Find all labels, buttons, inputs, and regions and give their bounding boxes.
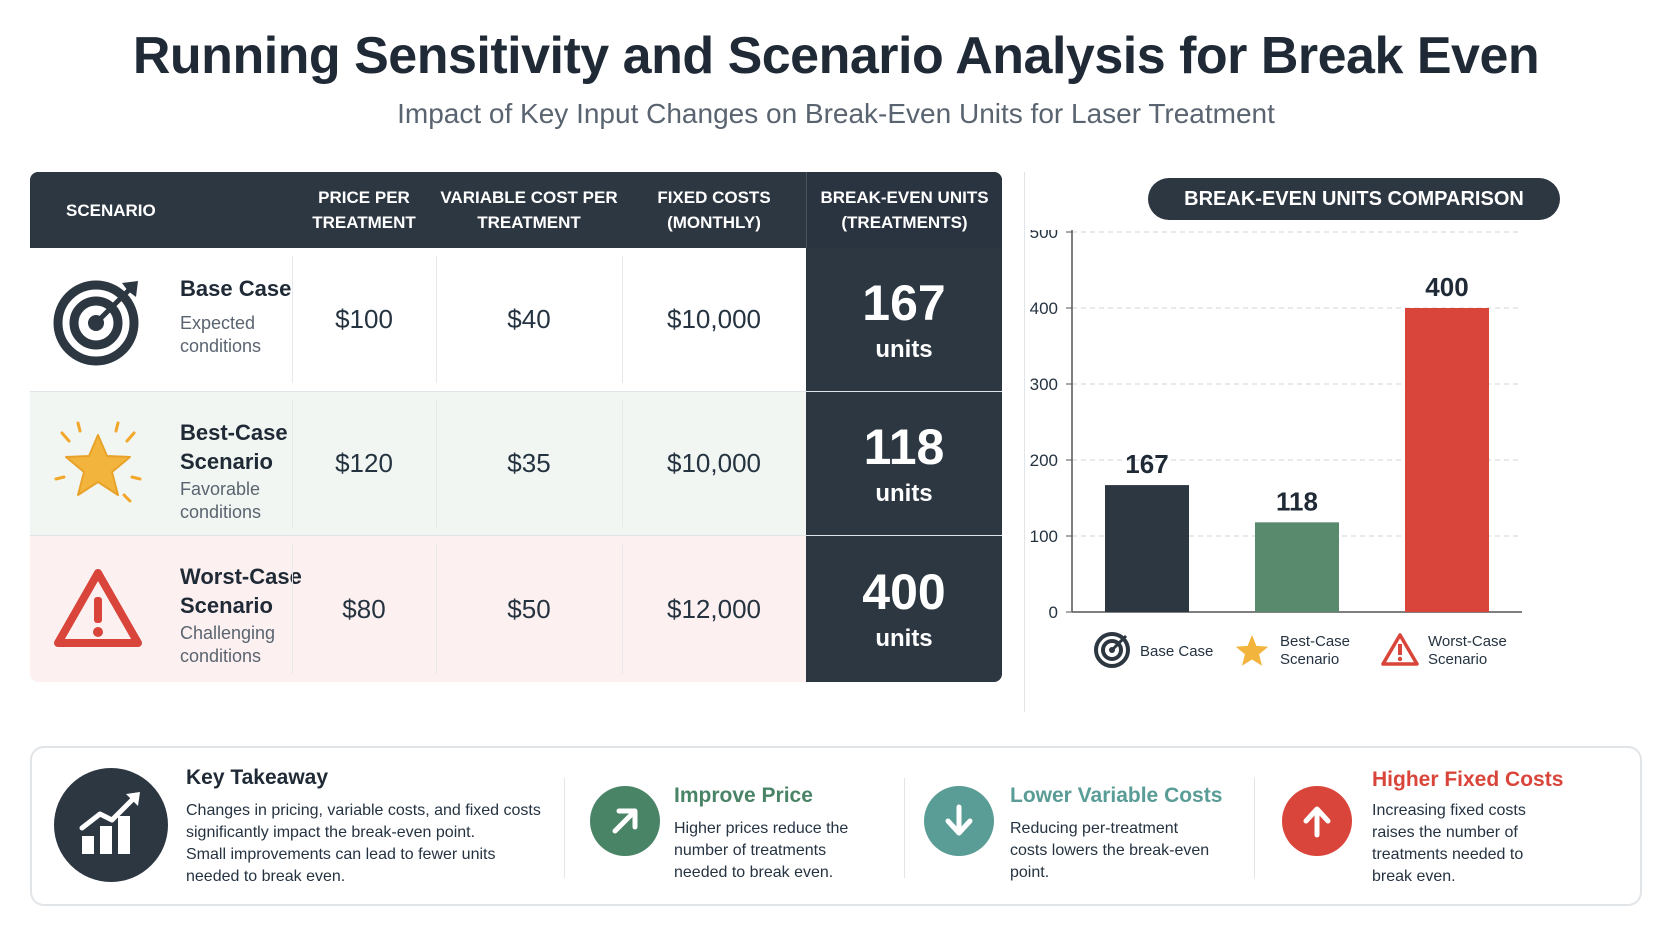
fixed-costs-cell: $10,000 — [667, 448, 761, 478]
tip-text: Increasing fixed costs raises the number… — [1372, 802, 1526, 885]
variable-cost-cell: $40 — [507, 304, 551, 334]
legend-label: Base Case — [1140, 643, 1213, 660]
table-row-best-case: Best-Case Scenario Favorable conditions … — [30, 392, 1002, 536]
key-takeaway: Key Takeaway Changes in pricing, variabl… — [32, 748, 592, 904]
break-even-value: 167 — [862, 274, 946, 331]
header-scenario: SCENARIO — [66, 200, 156, 220]
header-price: PRICE PER TREATMENT — [312, 188, 416, 232]
column-divider — [292, 400, 293, 527]
y-tick-label: 500 — [1030, 230, 1058, 242]
break-even-cell: 118 units — [806, 392, 1002, 535]
break-even-cell: 167 units — [806, 248, 1002, 391]
warning-icon — [1381, 633, 1419, 666]
legend-label: Best-Case Scenario — [1280, 633, 1350, 668]
column-divider — [292, 544, 293, 674]
break-even-unit: units — [875, 625, 933, 652]
y-tick-label: 100 — [1030, 527, 1058, 546]
bar-value-label: 118 — [1276, 486, 1318, 516]
section-divider — [1024, 172, 1025, 712]
table-row-base-case: Base Case Expected conditions $100 $40 $… — [30, 248, 1002, 392]
scenario-table: SCENARIO PRICE PER TREATMENT VARIABLE CO… — [30, 172, 1002, 682]
tip-title: Higher Fixed Costs — [1372, 768, 1564, 791]
tip-higher-fixed-costs: Higher Fixed Costs Increasing fixed cost… — [1272, 748, 1632, 904]
price-cell: $100 — [335, 304, 393, 334]
scenario-name: Worst-Case Scenario — [180, 564, 302, 618]
page-title: Running Sensitivity and Scenario Analysi… — [132, 27, 1540, 85]
variable-cost-cell: $35 — [507, 448, 551, 478]
bar-0 — [1105, 485, 1189, 612]
warning-icon — [54, 569, 142, 647]
header-break-even: BREAK-EVEN UNITS (TREATMENTS) — [806, 172, 1002, 248]
break-even-cell: 400 units — [806, 536, 1002, 682]
star-icon — [1235, 635, 1269, 666]
column-divider — [622, 400, 623, 527]
page-subtitle: Impact of Key Input Changes on Break-Eve… — [397, 98, 1275, 129]
arrow-up-right-icon — [590, 786, 660, 856]
bar-2 — [1405, 308, 1489, 612]
star-icon — [54, 421, 142, 503]
scenario-description: Favorable conditions — [180, 479, 262, 522]
takeaway-text: Changes in pricing, variable costs, and … — [186, 802, 541, 885]
takeaway-divider — [904, 778, 905, 878]
variable-cost-cell: $50 — [507, 593, 551, 624]
table-header: SCENARIO PRICE PER TREATMENT VARIABLE CO… — [30, 172, 1002, 248]
tip-title: Lower Variable Costs — [1010, 784, 1223, 807]
arrow-up-icon — [1282, 786, 1352, 856]
growth-chart-icon — [54, 768, 168, 882]
column-divider — [292, 256, 293, 383]
bar-1 — [1255, 522, 1339, 612]
legend-label: Worst-Case Scenario — [1428, 633, 1507, 668]
scenario-name: Base Case — [180, 276, 292, 301]
scenario-name: Best-Case Scenario — [180, 420, 288, 474]
y-tick-label: 200 — [1030, 451, 1058, 470]
column-divider — [622, 544, 623, 674]
fixed-costs-cell: $10,000 — [667, 304, 761, 334]
scenario-description: Challenging conditions — [180, 623, 276, 666]
y-tick-label: 300 — [1030, 375, 1058, 394]
chart-title: BREAK-EVEN UNITS COMPARISON — [1148, 178, 1560, 220]
tip-text: Reducing per-treatment costs lowers the … — [1010, 820, 1210, 881]
column-divider — [622, 256, 623, 383]
bar-value-label: 400 — [1425, 272, 1468, 302]
takeaway-title: Key Takeaway — [186, 766, 329, 789]
target-icon — [53, 280, 139, 366]
takeaway-divider — [564, 778, 565, 878]
column-divider — [436, 256, 437, 383]
table-row-worst-case: Worst-Case Scenario Challenging conditio… — [30, 536, 1002, 682]
header-fixed-costs: FIXED COSTS (MONTHLY) — [657, 188, 771, 232]
takeaway-divider — [1254, 778, 1255, 878]
tip-text: Higher prices reduce the number of treat… — [674, 820, 849, 881]
column-divider — [436, 544, 437, 674]
tip-title: Improve Price — [674, 784, 813, 807]
column-divider — [436, 400, 437, 527]
break-even-bar-chart: 0100200300400500Break-Even Units(Treatem… — [1030, 230, 1522, 668]
break-even-unit: units — [875, 335, 933, 363]
arrow-down-icon — [924, 786, 994, 856]
takeaway-panel: Key Takeaway Changes in pricing, variabl… — [30, 746, 1642, 906]
break-even-unit: units — [875, 479, 933, 507]
fixed-costs-cell: $12,000 — [667, 593, 761, 624]
y-tick-label: 0 — [1049, 603, 1058, 622]
bar-value-label: 167 — [1125, 449, 1168, 479]
header-variable-cost: VARIABLE COST PER TREATMENT — [440, 188, 618, 232]
y-tick-label: 400 — [1030, 299, 1058, 318]
scenario-description: Expected conditions — [180, 313, 262, 356]
break-even-value: 400 — [862, 564, 946, 620]
price-cell: $80 — [342, 593, 386, 624]
target-icon — [1094, 632, 1130, 668]
tip-lower-variable-costs: Lower Variable Costs Reducing per-treatm… — [924, 748, 1254, 904]
tip-improve-price: Improve Price Higher prices reduce the n… — [584, 748, 904, 904]
price-cell: $120 — [335, 448, 393, 478]
break-even-value: 118 — [863, 418, 945, 475]
